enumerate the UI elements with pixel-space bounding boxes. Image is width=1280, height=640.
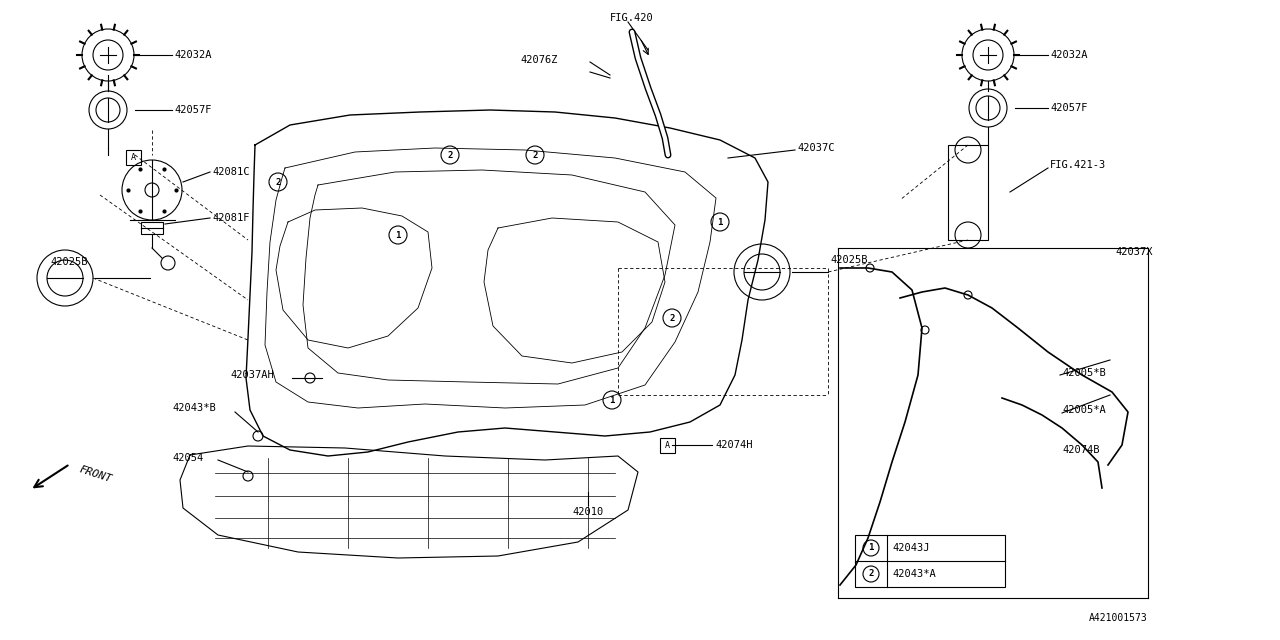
Text: A: A: [131, 153, 136, 162]
Text: 2: 2: [447, 150, 453, 159]
Text: A: A: [666, 441, 669, 450]
Bar: [855, 535, 1005, 587]
Text: 42076Z: 42076Z: [520, 55, 558, 65]
Text: 42010: 42010: [572, 507, 603, 517]
Text: 2: 2: [532, 150, 538, 159]
Text: FIG.420: FIG.420: [611, 13, 654, 23]
Text: 42074B: 42074B: [1062, 445, 1100, 455]
Text: 1: 1: [717, 218, 723, 227]
Text: 42043*B: 42043*B: [172, 403, 216, 413]
Bar: [948, 145, 988, 240]
Text: 42032A: 42032A: [1050, 50, 1088, 60]
Text: A421001573: A421001573: [1089, 613, 1148, 623]
Text: 42054: 42054: [172, 453, 204, 463]
Polygon shape: [246, 110, 768, 456]
Text: 42037C: 42037C: [797, 143, 835, 153]
Bar: [141, 222, 163, 234]
Text: FIG.421-3: FIG.421-3: [1050, 160, 1106, 170]
Bar: [125, 150, 141, 165]
Text: 42037AH: 42037AH: [230, 370, 274, 380]
Text: 42081F: 42081F: [212, 213, 250, 223]
Text: 1: 1: [609, 396, 614, 404]
Text: 42057F: 42057F: [1050, 103, 1088, 113]
Text: 42043J: 42043J: [892, 543, 929, 553]
Text: 42005*B: 42005*B: [1062, 368, 1106, 378]
Text: 42032A: 42032A: [174, 50, 211, 60]
Polygon shape: [180, 446, 637, 558]
Text: 42005*A: 42005*A: [1062, 405, 1106, 415]
Bar: [660, 438, 675, 453]
Text: 42025B: 42025B: [829, 255, 868, 265]
Text: 1: 1: [868, 543, 874, 552]
Text: 2: 2: [868, 570, 874, 579]
Text: 2: 2: [275, 177, 280, 186]
Text: 42037X: 42037X: [1115, 247, 1152, 257]
Text: FRONT: FRONT: [78, 464, 113, 484]
Text: 42081C: 42081C: [212, 167, 250, 177]
Text: 42057F: 42057F: [174, 105, 211, 115]
Text: 1: 1: [396, 230, 401, 239]
Text: 2: 2: [669, 314, 675, 323]
Text: 42043*A: 42043*A: [892, 569, 936, 579]
Text: 42074H: 42074H: [716, 440, 753, 450]
Text: 42025B: 42025B: [50, 257, 87, 267]
